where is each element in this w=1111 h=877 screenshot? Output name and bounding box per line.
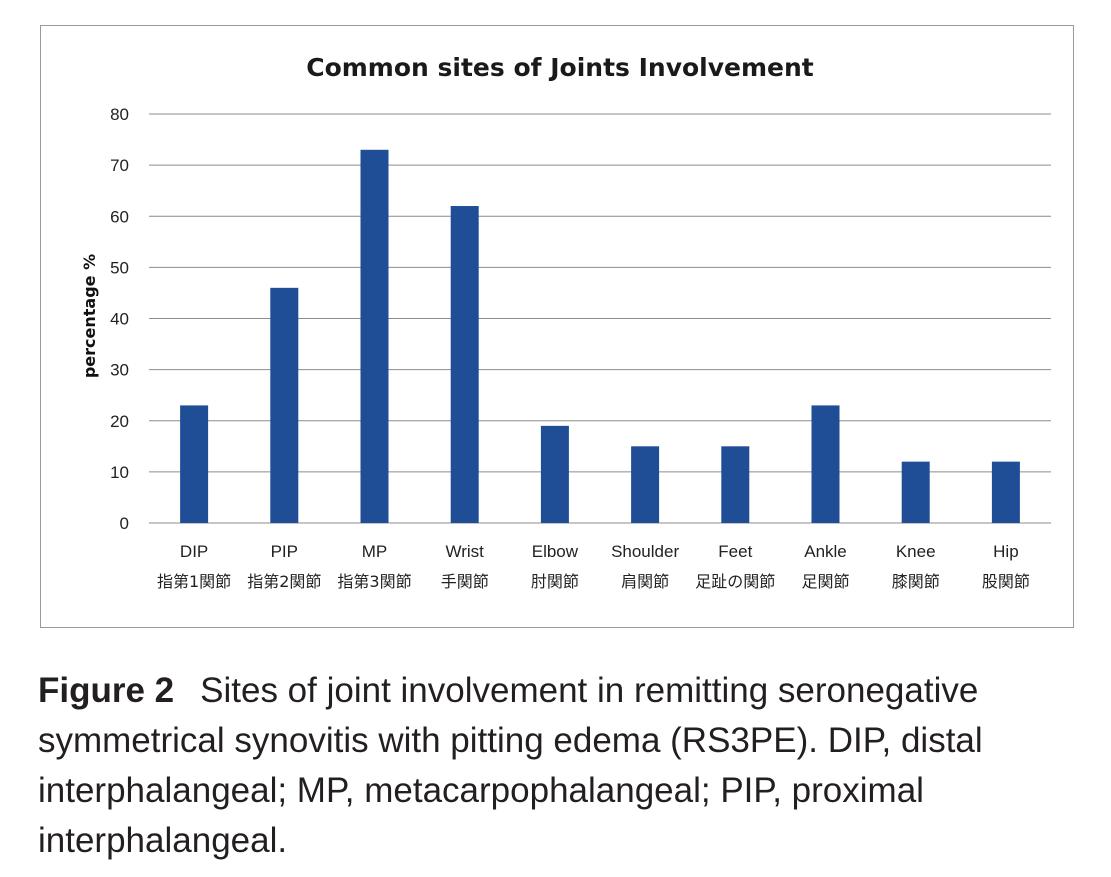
figure-caption: Figure 2 Sites of joint involvement in re…: [38, 666, 1078, 866]
y-tick-label: 60: [110, 207, 129, 226]
x-tick-label: Knee: [896, 542, 936, 561]
figure-number: Figure 2: [38, 671, 175, 710]
x-tick-sublabel: 指第1関節: [157, 572, 231, 591]
bar-hip: [991, 461, 1020, 523]
y-tick-label: 10: [110, 463, 129, 482]
bar-knee: [901, 461, 930, 523]
bar-ankle: [811, 405, 840, 523]
x-tick-label: MP: [362, 542, 388, 561]
x-tick-sublabel: 足趾の関節: [695, 572, 775, 591]
x-tick-sublabel: 足関節: [801, 572, 849, 591]
y-tick-label: 50: [110, 258, 129, 277]
x-tick-sublabel: 手関節: [441, 572, 489, 591]
bar-feet: [721, 446, 750, 523]
gridlines: [149, 113, 1051, 524]
x-tick-label: Shoulder: [611, 542, 679, 561]
y-tick-label: 40: [110, 310, 129, 329]
bars: [180, 149, 1020, 523]
bar-chart: Common sites of Joints Involvement 0 10 20…: [80, 53, 1051, 591]
bar-shoulder: [631, 446, 660, 523]
x-axis-ticks: DIP 指第1関節 PIP 指第2関節 MP 指第3関節 Wrist 手関節 Elbow 肘関節 S…: [157, 542, 1030, 591]
bar-pip: [270, 287, 299, 523]
x-tick-sublabel: 肘関節: [531, 572, 579, 591]
x-tick-label: PIP: [271, 542, 298, 561]
x-tick-label: Elbow: [532, 542, 579, 561]
x-tick-sublabel: 股関節: [982, 572, 1030, 591]
y-tick-label: 30: [110, 361, 129, 380]
x-tick-label: DIP: [180, 542, 208, 561]
chart-frame: Common sites of Joints Involvement 0 10 20…: [40, 25, 1074, 628]
y-axis-ticks: 0 10 20 30 40 50 60 70 80: [110, 105, 129, 533]
y-tick-label: 70: [110, 156, 129, 175]
bar-mp: [360, 149, 389, 523]
x-tick-sublabel: 指第2関節: [247, 572, 321, 591]
x-tick-sublabel: 肩関節: [621, 572, 669, 591]
y-tick-label: 20: [110, 412, 129, 431]
y-axis-label: percentage %: [80, 254, 99, 378]
x-tick-sublabel: 膝関節: [892, 572, 940, 591]
x-tick-label: Ankle: [804, 542, 847, 561]
x-tick-sublabel: 指第3関節: [337, 572, 411, 591]
x-tick-label: Hip: [993, 542, 1019, 561]
bar-dip: [180, 405, 209, 523]
bar-wrist: [450, 206, 479, 523]
x-tick-label: Feet: [718, 542, 752, 561]
y-tick-label: 0: [120, 514, 129, 533]
caption-text: Sites of joint involvement in remitting …: [38, 671, 983, 860]
y-tick-label: 80: [110, 105, 129, 124]
x-tick-label: Wrist: [445, 542, 484, 561]
bar-elbow: [540, 425, 569, 523]
chart-title: Common sites of Joints Involvement: [306, 53, 814, 82]
